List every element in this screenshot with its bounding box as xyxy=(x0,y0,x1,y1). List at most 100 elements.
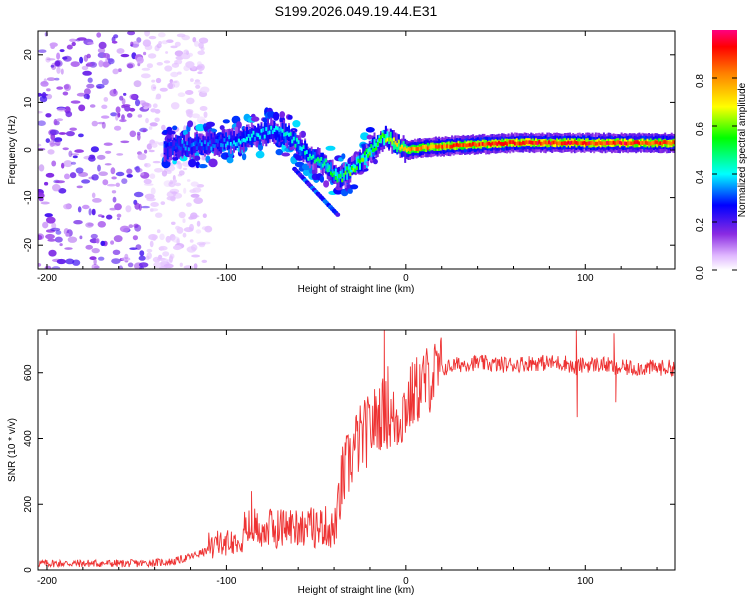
ridge-cell xyxy=(554,140,557,144)
noise-blob xyxy=(126,174,133,178)
ridge-cell xyxy=(278,128,281,132)
ridge-cell xyxy=(202,146,205,151)
ridge-cell xyxy=(447,144,450,149)
noise-blob xyxy=(97,214,103,218)
snr-panel: -200 -100 0 100 0 200 400 600 Height of straigh… xyxy=(7,329,676,596)
ridge-cell xyxy=(589,141,592,145)
ridge-cell xyxy=(539,141,542,146)
noise-blob xyxy=(128,224,134,229)
ridge-cell xyxy=(661,141,663,146)
noise-blob xyxy=(135,165,141,173)
noise-blob xyxy=(104,163,112,166)
noise-blob xyxy=(38,263,42,267)
noise-blob xyxy=(172,179,177,184)
ridge-cell xyxy=(481,142,484,146)
noise-blob xyxy=(138,262,149,268)
ridge-cell xyxy=(288,132,290,137)
ridge-cell xyxy=(178,145,181,150)
ridge-cell xyxy=(265,132,268,141)
y-tick-label: 0 xyxy=(23,147,34,153)
spectral-blob xyxy=(188,158,197,168)
noise-blob xyxy=(81,65,89,71)
noise-blob xyxy=(139,250,145,257)
ridge-cell xyxy=(557,141,560,146)
noise-blob xyxy=(154,117,160,123)
noise-blob xyxy=(60,68,64,75)
ridge-cell xyxy=(468,142,471,147)
ridge-cell xyxy=(380,135,382,144)
noise-blob xyxy=(134,202,141,210)
ridge-cell xyxy=(257,133,260,138)
ridge-cell xyxy=(252,130,255,135)
ridge-cell xyxy=(510,140,513,144)
ridge-cell xyxy=(659,141,662,145)
ridge-cell xyxy=(352,167,355,172)
noise-blob xyxy=(156,62,163,66)
ridge-cell xyxy=(215,139,218,143)
noise-blob xyxy=(75,167,84,174)
ridge-cell xyxy=(455,142,458,147)
ridge-cell xyxy=(197,142,200,147)
ridge-cell xyxy=(396,144,399,153)
ridge-cell xyxy=(247,134,250,138)
ridge-cell xyxy=(208,129,211,149)
snr-ylabel: SNR (10 * v/v) xyxy=(7,418,18,482)
snr-xlabel: Height of straight line (km) xyxy=(298,585,415,596)
ridge-cell xyxy=(304,152,307,160)
ridge-cell xyxy=(244,139,247,147)
noise-blob xyxy=(56,52,61,60)
noise-blob xyxy=(52,184,61,192)
ridge-cell xyxy=(234,136,237,144)
ridge-cell xyxy=(625,141,628,146)
noise-blob xyxy=(68,150,73,158)
ridge-cell xyxy=(255,132,258,137)
ridge-cell xyxy=(291,139,294,144)
ridge-cell xyxy=(236,142,239,146)
ridge-cell xyxy=(573,140,576,144)
ridge-cell xyxy=(223,138,226,142)
noise-blob xyxy=(97,164,101,172)
noise-blob xyxy=(158,245,168,251)
spectral-blob xyxy=(166,126,173,132)
noise-blob xyxy=(96,154,106,160)
ridge-cell xyxy=(444,144,447,149)
noise-blob xyxy=(38,234,43,241)
ridge-cell xyxy=(288,133,290,142)
ridge-cell xyxy=(208,140,211,145)
ridge-cell xyxy=(299,146,302,150)
ridge-cell xyxy=(339,173,342,178)
noise-blob xyxy=(150,84,157,92)
ridge-cell xyxy=(371,148,374,152)
noise-blob xyxy=(171,236,180,243)
spectral-blob xyxy=(325,145,336,151)
noise-blob xyxy=(65,233,70,237)
spectral-blob xyxy=(166,130,176,136)
ridge-cell xyxy=(275,132,277,140)
ridge-cell xyxy=(313,159,316,164)
noise-blob xyxy=(59,49,65,53)
noise-blob xyxy=(144,31,150,37)
ridge-cell xyxy=(276,126,279,131)
ridge-cell xyxy=(291,131,294,145)
ridge-cell xyxy=(601,141,604,146)
ridge-cell xyxy=(273,128,276,132)
noise-blob xyxy=(85,244,93,250)
ridge-cell xyxy=(376,142,379,146)
noise-blob xyxy=(48,249,57,257)
noise-blob xyxy=(93,258,97,266)
noise-blob xyxy=(203,111,208,118)
noise-blob xyxy=(45,138,50,144)
ridge-cell xyxy=(523,141,526,145)
noise-blob xyxy=(123,92,127,96)
spectral-blob xyxy=(236,121,242,129)
ridge-cell xyxy=(325,163,328,172)
ridge-cell xyxy=(509,140,512,144)
spectral-blob xyxy=(360,132,370,141)
noise-blob xyxy=(124,253,129,260)
noise-blob xyxy=(177,92,186,97)
noise-blob xyxy=(174,182,182,187)
noise-blob xyxy=(115,182,121,187)
noise-blob xyxy=(161,40,168,45)
ridge-cell xyxy=(323,161,326,166)
noise-blob xyxy=(62,91,69,96)
